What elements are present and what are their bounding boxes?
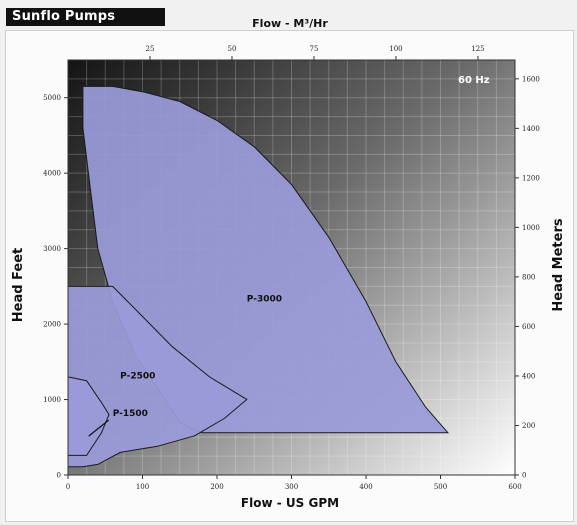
right-y-tick-label: 600 (522, 323, 535, 331)
top-x-tick-label: 100 (389, 45, 402, 53)
series-label-p-2500: P-2500 (120, 371, 155, 381)
left-y-axis-title: Head Feet (11, 248, 26, 323)
series-labels: P-3000 P-2500 P-1500 (88, 294, 282, 437)
area-p-3000 (82, 85, 449, 434)
bottom-x-tick-label: 200 (210, 483, 223, 491)
brand-title: Sunflo Pumps (6, 8, 165, 26)
series-label-p-3000: P-3000 (247, 294, 282, 304)
p-1500-leader-line (88, 419, 110, 437)
right-y-tick-label: 1200 (522, 174, 540, 182)
right-y-tick-label: 800 (522, 273, 535, 281)
right-y-tick-label: 1400 (522, 125, 540, 133)
left-y-tick-label: 1000 (43, 396, 61, 404)
series-areas (68, 85, 449, 468)
bottom-x-axis-title: Flow - US GPM (241, 496, 339, 510)
left-y-tick-label: 5000 (43, 94, 61, 102)
right-y-axis-title: Head Meters (551, 218, 566, 311)
right-y-tick-label: 1600 (522, 75, 540, 83)
bottom-x-tick-label: 400 (359, 483, 372, 491)
frequency-label: 60 Hz (458, 75, 490, 86)
right-y-tick-label: 400 (522, 372, 535, 380)
area-p-2500 (68, 285, 248, 468)
bottom-x-tick-label: 600 (508, 483, 521, 491)
right-y-tick-label: 200 (522, 422, 535, 430)
left-y-tick-label: 2000 (43, 321, 61, 329)
right-y-tick-label: 1000 (522, 224, 540, 232)
top-x-tick-label: 75 (310, 45, 319, 53)
top-x-tick-label: 50 (228, 45, 237, 53)
bottom-x-tick-label: 300 (285, 483, 298, 491)
bottom-x-tick-label: 100 (136, 483, 149, 491)
top-x-axis-title: Flow - M³/Hr (252, 17, 328, 30)
left-y-tick-label: 0 (57, 472, 61, 480)
bottom-x-tick-label: 0 (66, 483, 70, 491)
left-y-tick-label: 4000 (43, 170, 61, 178)
top-x-tick-label: 125 (471, 45, 484, 53)
bottom-x-tick-label: 500 (434, 483, 447, 491)
plot-border (67, 59, 516, 476)
right-y-tick-label: 0 (522, 472, 526, 480)
left-y-tick-label: 3000 (43, 245, 61, 253)
top-x-tick-label: 25 (146, 45, 155, 53)
series-label-p-1500: P-1500 (113, 409, 148, 419)
